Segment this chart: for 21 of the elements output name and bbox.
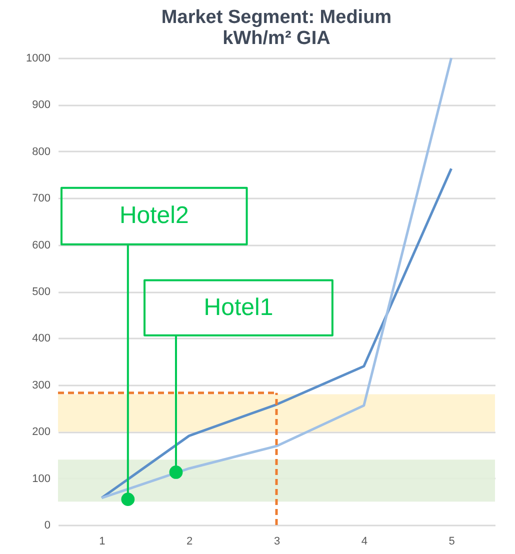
y-tick-label: 500 (32, 286, 50, 298)
annotation: Hotel1 (204, 294, 274, 321)
line-series (100, 167, 453, 500)
x-tick-label: 3 (274, 536, 280, 548)
y-tick-label: 700 (32, 192, 50, 205)
x-tick-label: 5 (448, 536, 455, 548)
y-tick-label: 1000 (26, 52, 50, 64)
y-tick-label: 800 (32, 146, 50, 158)
y-tick-label: 200 (32, 426, 50, 438)
x-tick-label: 1 (99, 536, 106, 548)
y-tick-label: 600 (32, 239, 50, 252)
line-series (100, 56, 453, 500)
chart-title: Market Segment: Medium kWh/m² GIA (161, 7, 392, 49)
y-tick-label: 100 (32, 472, 50, 485)
y-tick-label: 0 (44, 520, 50, 532)
y-tick-label: 400 (32, 332, 50, 345)
y-tick-label: 300 (32, 379, 50, 392)
x-tick-label: 4 (361, 536, 368, 548)
annotation: Hotel2 (119, 202, 189, 230)
y-tick-label: 900 (32, 99, 50, 112)
x-tick-label: 2 (186, 536, 193, 548)
